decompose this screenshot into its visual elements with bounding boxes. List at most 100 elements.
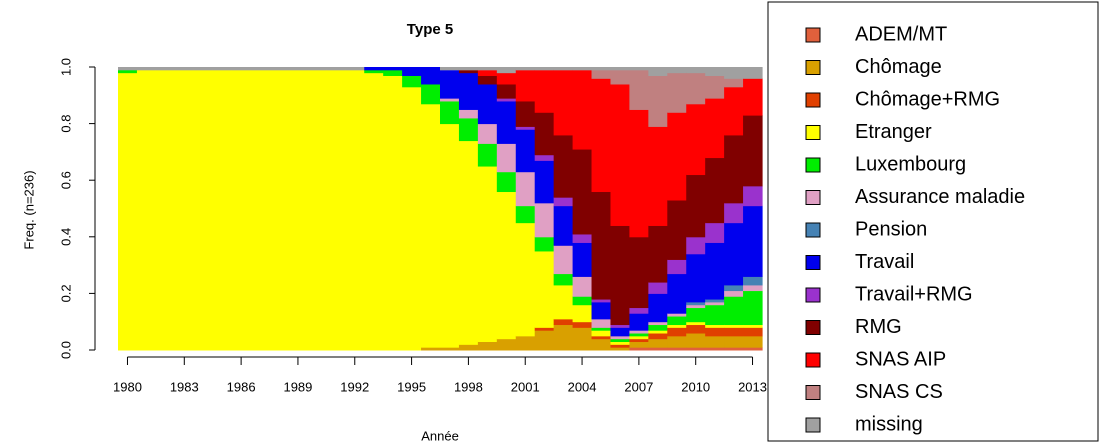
area-segment	[307, 69, 327, 351]
area-segment	[686, 253, 706, 303]
area-segment	[648, 282, 668, 294]
area-segment	[534, 202, 555, 238]
area-segment	[572, 327, 593, 351]
area-segment	[705, 304, 725, 326]
area-segment	[686, 103, 706, 176]
area-segment	[610, 327, 631, 337]
area-segment	[648, 321, 668, 326]
area-segment	[705, 222, 725, 243]
y-tick-label: 0.2	[58, 284, 73, 302]
area-segment	[629, 333, 649, 337]
legend-swatch	[805, 125, 821, 140]
area-segment	[572, 321, 593, 328]
area-segment	[118, 72, 138, 351]
area-segment	[743, 67, 763, 79]
area-segment	[421, 83, 441, 105]
area-segment	[629, 347, 649, 351]
area-segment	[629, 67, 649, 71]
area-segment	[667, 313, 687, 317]
area-segment	[610, 67, 631, 71]
area-segment	[629, 313, 649, 331]
area-segment	[477, 341, 498, 351]
area-segment	[364, 69, 384, 74]
x-tick-label: 2013	[738, 379, 767, 394]
area-segment	[648, 330, 668, 334]
area-segment	[591, 69, 612, 79]
area-segment	[572, 304, 593, 323]
area-segment	[648, 324, 668, 331]
area-segment	[496, 100, 517, 144]
area-segment	[743, 347, 763, 351]
legend-label: missing	[855, 413, 923, 435]
area-segment	[515, 205, 536, 224]
area-segment	[440, 123, 460, 348]
area-segment	[591, 335, 612, 340]
area-segment	[326, 69, 346, 351]
area-segment	[705, 335, 725, 348]
area-segment	[421, 103, 441, 348]
area-segment	[458, 344, 479, 351]
area-segment	[572, 149, 593, 235]
legend-swatch	[805, 60, 821, 75]
area-segment	[705, 242, 725, 300]
area-segment	[686, 67, 706, 74]
area-segment	[610, 69, 631, 85]
area-segment	[743, 284, 763, 292]
legend-label: Etranger	[855, 121, 932, 143]
area-segment	[667, 112, 687, 201]
x-tick-label: 1980	[113, 379, 142, 394]
area-segment	[572, 233, 593, 243]
area-segment	[477, 166, 498, 343]
area-segment	[440, 98, 460, 102]
legend-label: RMG	[855, 316, 902, 338]
area-segment	[667, 200, 687, 260]
area-segment	[440, 69, 460, 99]
area-segment	[307, 67, 327, 71]
area-segment	[743, 185, 763, 207]
area-segment	[610, 344, 631, 348]
area-segment	[686, 72, 706, 105]
legend-swatch	[805, 222, 821, 238]
area-segment	[345, 69, 365, 351]
area-segment	[515, 100, 536, 127]
area-segment	[724, 347, 744, 351]
y-tick-label: 1.0	[58, 58, 73, 76]
legend-swatch	[805, 287, 821, 303]
area-segment	[724, 134, 744, 204]
area-segment	[496, 67, 517, 74]
x-tick-label: 1995	[397, 379, 426, 394]
legend-box	[767, 1, 1099, 442]
x-tick-label: 2007	[624, 379, 653, 394]
area-segment	[515, 67, 536, 71]
area-segment	[534, 154, 555, 161]
area-segment	[136, 69, 157, 351]
area-segment	[345, 67, 365, 71]
area-segment	[515, 222, 536, 337]
area-segment	[515, 129, 536, 173]
area-segment	[610, 324, 631, 328]
area-segment	[553, 273, 574, 286]
area-segment	[648, 126, 668, 226]
area-segment	[458, 67, 479, 71]
area-segment	[686, 304, 706, 309]
area-segment	[629, 69, 649, 110]
area-segment	[440, 67, 460, 71]
area-segment	[591, 327, 612, 331]
area-segment	[591, 78, 612, 193]
area-segment	[667, 72, 687, 113]
area-segment	[610, 225, 631, 326]
area-segment	[705, 301, 725, 306]
area-segment	[572, 242, 593, 277]
area-segment	[667, 324, 687, 328]
area-segment	[458, 109, 479, 119]
area-segment	[458, 117, 479, 142]
area-segment	[724, 327, 744, 337]
area-segment	[591, 301, 612, 320]
area-segment	[534, 330, 555, 351]
area-segment	[515, 171, 536, 207]
area-segment	[610, 347, 631, 351]
area-segment	[534, 236, 555, 252]
area-segment	[724, 284, 744, 292]
area-segment	[705, 299, 725, 303]
